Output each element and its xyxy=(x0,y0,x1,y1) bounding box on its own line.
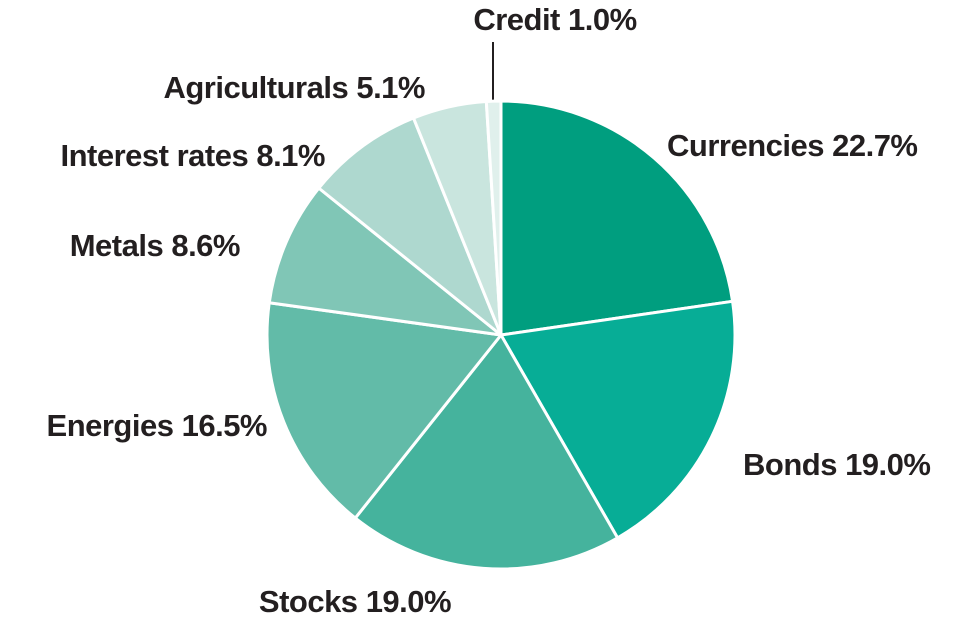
category-name: Interest rates xyxy=(60,138,248,173)
slice-label: Metals 8.6% xyxy=(70,228,240,263)
slice-label: Interest rates 8.1% xyxy=(60,138,325,173)
value-label: 19.0% xyxy=(845,447,930,482)
slice-label: Stocks 19.0% xyxy=(259,584,451,619)
slice-label: Credit 1.0% xyxy=(473,2,636,37)
pie-slice xyxy=(499,99,735,337)
slice-label: Agriculturals 5.1% xyxy=(163,70,425,105)
category-name: Bonds xyxy=(743,447,837,482)
pie-slice xyxy=(499,299,737,540)
category-name: Energies xyxy=(47,408,174,443)
slice-label: Currencies 22.7% xyxy=(667,128,918,163)
slice-label: Energies 16.5% xyxy=(47,408,267,443)
pie-slice xyxy=(353,333,620,571)
value-label: 8.6% xyxy=(171,228,240,263)
value-label: 19.0% xyxy=(366,584,451,619)
value-label: 5.1% xyxy=(356,70,425,105)
category-name: Agriculturals xyxy=(163,70,348,105)
category-name: Currencies xyxy=(667,128,824,163)
value-label: 1.0% xyxy=(568,2,637,37)
category-name: Metals xyxy=(70,228,163,263)
pie-slice xyxy=(484,99,503,337)
category-name: Credit xyxy=(473,2,560,37)
category-name: Stocks xyxy=(259,584,358,619)
value-label: 8.1% xyxy=(256,138,325,173)
value-label: 22.7% xyxy=(832,128,917,163)
pie-slice xyxy=(267,186,503,337)
pie-slice xyxy=(317,116,503,337)
slice-label: Bonds 19.0% xyxy=(743,447,930,482)
value-label: 16.5% xyxy=(182,408,267,443)
pie-slice xyxy=(265,301,503,520)
